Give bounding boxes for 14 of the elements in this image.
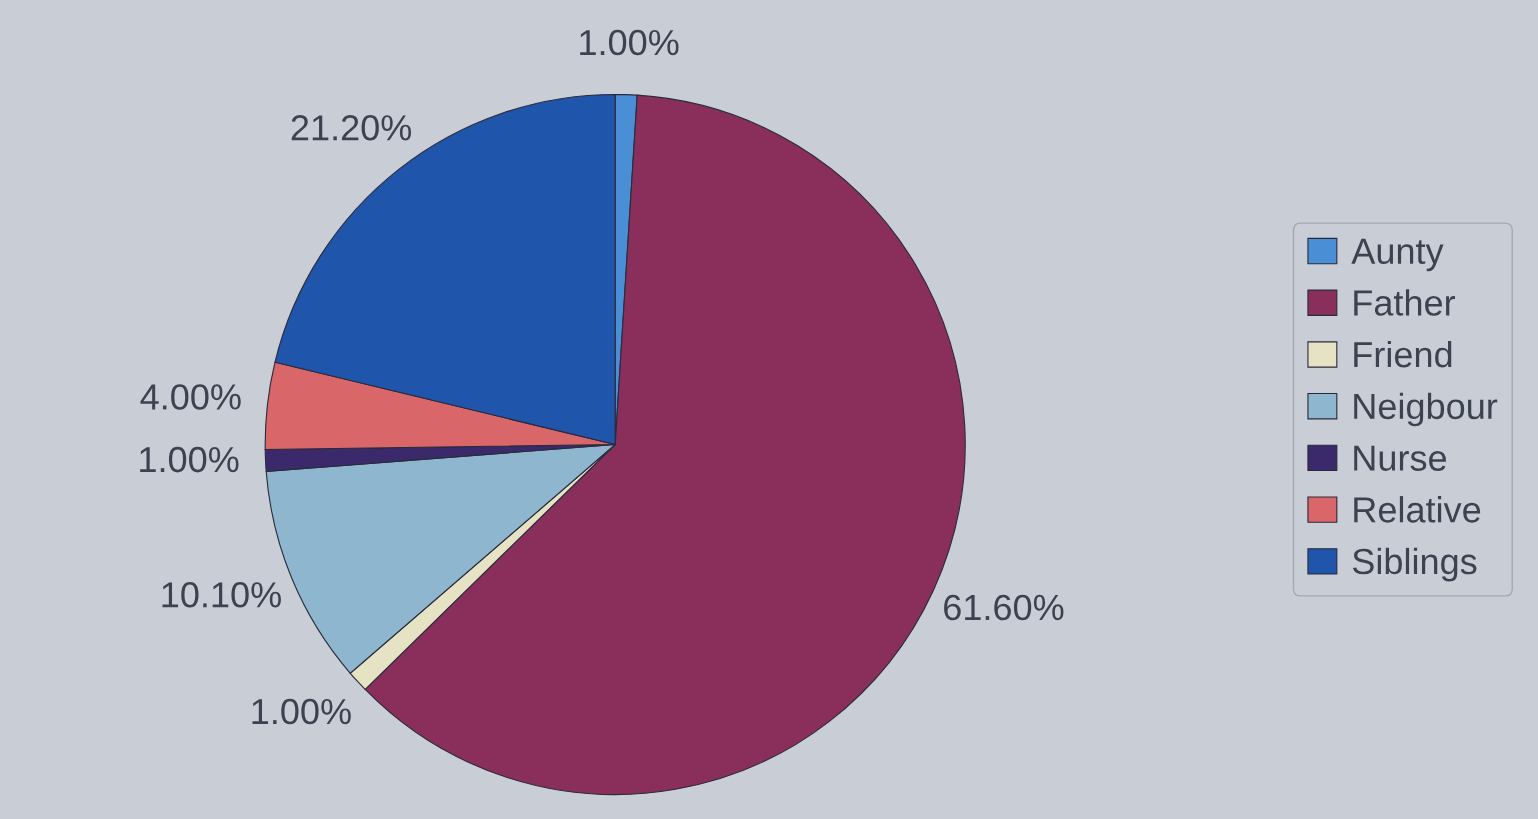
legend-label: Aunty — [1351, 238, 1444, 272]
legend-label: Neigbour — [1354, 392, 1498, 427]
data-label: 1.00% — [252, 698, 351, 725]
data-label: 61.60% — [944, 594, 1064, 621]
data-label: 21.20% — [291, 115, 412, 141]
legend-label: Relative — [1354, 496, 1481, 523]
legend-label: Friend — [1354, 340, 1452, 368]
legend-label: Nurse — [1354, 445, 1446, 471]
data-label: 4.00% — [140, 384, 241, 410]
data-label: 10.10% — [162, 582, 281, 608]
data-label: 1.00% — [140, 446, 239, 473]
legend-label: Father — [1354, 289, 1456, 316]
legend-label: Siblings — [1352, 547, 1477, 582]
data-label: 1.00% — [580, 29, 679, 56]
